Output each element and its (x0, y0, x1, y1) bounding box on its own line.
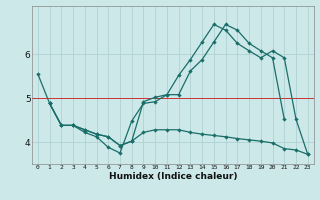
X-axis label: Humidex (Indice chaleur): Humidex (Indice chaleur) (108, 172, 237, 181)
